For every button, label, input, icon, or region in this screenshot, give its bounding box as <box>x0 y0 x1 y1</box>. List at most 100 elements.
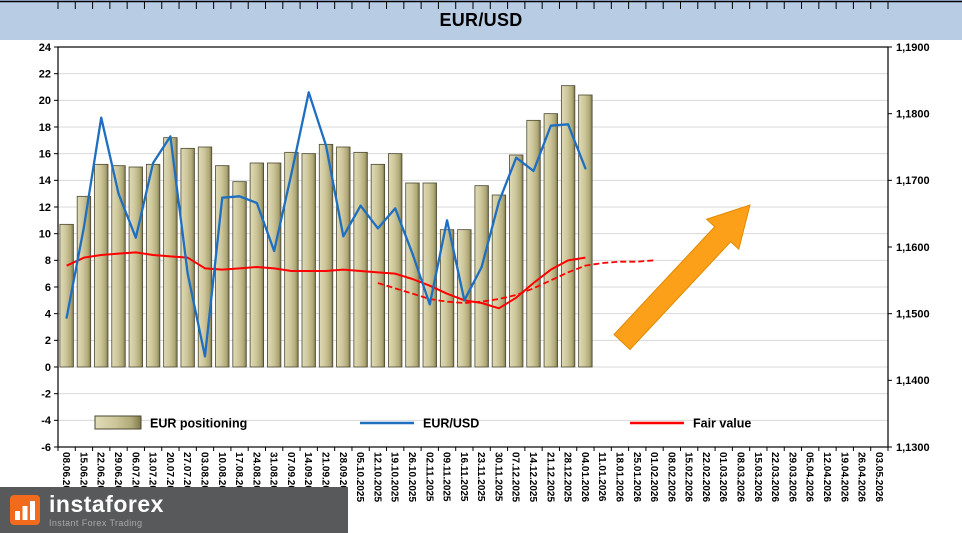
legend-swatch-eur-positioning <box>94 415 142 430</box>
positioning-bar <box>388 153 403 368</box>
fair-value-line <box>66 251 586 310</box>
svg-text:12.04.2026: 12.04.2026 <box>821 452 832 502</box>
positioning-bar <box>422 182 437 368</box>
positioning-bar <box>474 185 489 368</box>
svg-text:26.10.2025: 26.10.2025 <box>406 452 417 502</box>
svg-text:03.05.2026: 03.05.2026 <box>873 452 884 502</box>
svg-text:20.07.2025: 20.07.2025 <box>164 452 175 502</box>
svg-text:08.03.2026: 08.03.2026 <box>735 452 746 502</box>
svg-text:1,1400: 1,1400 <box>896 375 930 387</box>
svg-text:15.02.2026: 15.02.2026 <box>683 452 694 502</box>
svg-text:26.04.2026: 26.04.2026 <box>856 452 867 502</box>
svg-text:22.06.2025: 22.06.2025 <box>95 452 106 502</box>
svg-text:05.04.2026: 05.04.2026 <box>804 452 815 502</box>
svg-text:1,1800: 1,1800 <box>896 109 930 121</box>
svg-text:21.09.2025: 21.09.2025 <box>320 452 331 502</box>
svg-text:12.10.2025: 12.10.2025 <box>371 452 382 502</box>
positioning-bar <box>215 165 230 368</box>
svg-text:19.10.2025: 19.10.2025 <box>389 452 400 502</box>
positioning-bar <box>509 154 524 368</box>
svg-text:11.01.2026: 11.01.2026 <box>596 452 607 502</box>
svg-text:10.08.2025: 10.08.2025 <box>216 452 227 502</box>
svg-text:6: 6 <box>45 282 51 294</box>
positioning-bar <box>318 143 334 368</box>
eurusd-line <box>65 91 587 358</box>
x-axis-labels: 08.06.2025 15.06.2025 22.06.2025 29.06.2025… <box>60 452 884 502</box>
svg-text:28.09.2025: 28.09.2025 <box>337 452 348 502</box>
eur-positioning-bars <box>59 85 593 368</box>
svg-text:22: 22 <box>39 69 51 81</box>
positioning-bar <box>301 153 316 368</box>
positioning-bar <box>578 94 593 368</box>
svg-text:1,1700: 1,1700 <box>896 175 930 187</box>
svg-text:0: 0 <box>45 362 51 374</box>
right-axis-labels: 1,1900 1,1800 1,1700 1,1600 1,1500 1,1400 1,13… <box>896 42 930 454</box>
positioning-bar <box>543 113 558 368</box>
legend-label-eurusd: EUR/USD <box>423 416 479 430</box>
svg-text:10: 10 <box>39 229 51 241</box>
positioning-bar <box>232 181 247 368</box>
svg-text:28.12.2025: 28.12.2025 <box>562 452 573 502</box>
positioning-bar <box>59 223 74 368</box>
svg-text:04.01.2026: 04.01.2026 <box>579 452 590 502</box>
svg-text:20: 20 <box>39 95 51 107</box>
svg-text:31.08.2025: 31.08.2025 <box>268 452 279 502</box>
svg-text:02.11.2025: 02.11.2025 <box>423 452 434 502</box>
positioning-bar <box>267 162 282 368</box>
legend-label-fair-value: Fair value <box>693 416 751 430</box>
svg-text:2: 2 <box>45 335 51 347</box>
svg-text:29.06.2025: 29.06.2025 <box>112 452 123 502</box>
legend-label-eur-positioning: EUR positioning <box>150 416 247 430</box>
svg-text:22.02.2026: 22.02.2026 <box>700 452 711 502</box>
positioning-bar <box>128 166 143 368</box>
instaforex-logo-text-wrap: instaforex Instant Forex Trading <box>49 490 164 528</box>
svg-text:19.04.2026: 19.04.2026 <box>838 452 849 502</box>
svg-text:25.01.2026: 25.01.2026 <box>631 452 642 502</box>
svg-text:14: 14 <box>39 175 52 187</box>
chart-title: EUR/USD <box>439 9 523 30</box>
svg-text:05.10.2025: 05.10.2025 <box>354 452 365 502</box>
svg-text:-6: -6 <box>41 442 51 454</box>
positioning-bar <box>145 163 161 368</box>
instaforex-logo-icon <box>10 495 40 525</box>
svg-text:18: 18 <box>39 122 51 134</box>
positioning-bar <box>526 119 541 368</box>
svg-text:15.03.2026: 15.03.2026 <box>752 452 763 502</box>
positioning-bar <box>405 182 420 368</box>
axis-ticks <box>0 0 962 451</box>
svg-text:24.08.2025: 24.08.2025 <box>250 452 261 502</box>
svg-text:14.12.2025: 14.12.2025 <box>527 452 538 502</box>
svg-text:30.11.2025: 30.11.2025 <box>492 452 503 502</box>
svg-text:21.12.2025: 21.12.2025 <box>544 452 555 502</box>
positioning-bar <box>353 151 368 368</box>
svg-text:01.03.2026: 01.03.2026 <box>717 452 728 502</box>
positioning-bar <box>439 229 455 368</box>
svg-text:01.02.2026: 01.02.2026 <box>648 452 659 502</box>
svg-text:07.09.2025: 07.09.2025 <box>285 452 296 502</box>
instaforex-logo-text: instaforex <box>49 490 164 517</box>
legend: EUR positioning EUR/USD Fair value <box>94 415 751 430</box>
svg-text:07.12.2025: 07.12.2025 <box>510 452 521 502</box>
positioning-bar <box>197 146 213 368</box>
svg-text:4: 4 <box>45 309 52 321</box>
svg-text:16.11.2025: 16.11.2025 <box>458 452 469 502</box>
positioning-bar <box>284 151 299 368</box>
svg-text:08.06.2025: 08.06.2025 <box>60 452 71 502</box>
svg-text:12: 12 <box>39 202 51 214</box>
svg-text:-2: -2 <box>41 389 51 401</box>
positioning-bar <box>249 162 264 368</box>
svg-text:1,1900: 1,1900 <box>896 42 930 54</box>
positioning-bar <box>560 85 576 368</box>
positioning-bar <box>111 165 126 368</box>
svg-text:03.08.2025: 03.08.2025 <box>198 452 209 502</box>
svg-text:-4: -4 <box>41 415 52 427</box>
svg-text:14.09.2025: 14.09.2025 <box>302 452 313 502</box>
up-trend-arrow-icon <box>613 204 751 351</box>
svg-text:8: 8 <box>45 255 51 267</box>
svg-text:09.11.2025: 09.11.2025 <box>441 452 452 502</box>
instaforex-logo-bar: instaforex Instant Forex Trading <box>0 487 348 533</box>
svg-text:06.07.2025: 06.07.2025 <box>129 452 140 502</box>
